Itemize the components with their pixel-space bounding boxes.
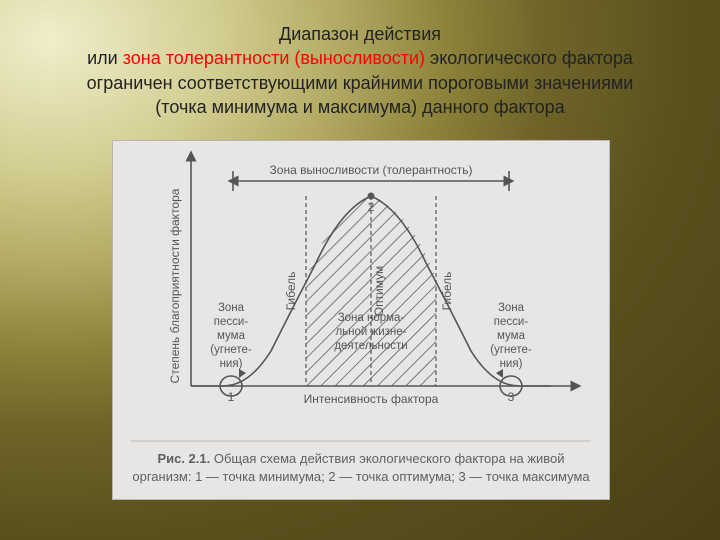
x-label: Интенсивность фактора [304, 392, 439, 406]
optimum-label: Оптимум [372, 266, 386, 317]
slide-background: Диапазон действия или зона толерантности… [0, 0, 720, 540]
death-left: Гибель [284, 272, 298, 311]
title-line1: Диапазон действия [279, 24, 441, 44]
svg-text:мума: мума [217, 330, 246, 342]
death-right: Гибель [440, 272, 454, 311]
tolerance-diagram: Зона выносливости (толерантность) 2 1 3 … [113, 141, 609, 499]
figure-box: Зона выносливости (толерантность) 2 1 3 … [112, 140, 610, 500]
svg-text:мума: мума [497, 330, 526, 342]
svg-text:песси-: песси- [214, 316, 249, 328]
svg-text:ния): ния) [500, 358, 523, 370]
center-l3: деятельности [334, 340, 407, 352]
svg-text:(угнете-: (угнете- [490, 344, 532, 356]
svg-text:песси-: песси- [494, 316, 529, 328]
title-line3: ограничен соответствующими крайними поро… [87, 73, 634, 93]
svg-text:ния): ния) [220, 358, 243, 370]
slide-title: Диапазон действия или зона толерантности… [0, 22, 720, 119]
pt1-label: 1 [228, 390, 235, 404]
fig-caption-l1: Рис. 2.1. Общая схема действия экологиче… [157, 451, 564, 466]
y-label: Степень благоприятности фактора [168, 188, 182, 383]
center-l1: Зона норма- [338, 312, 405, 324]
title-line4: (точка минимума и максимума) данного фак… [155, 97, 564, 117]
svg-text:(угнете-: (угнете- [210, 344, 252, 356]
svg-text:Зона: Зона [498, 302, 525, 314]
fig-caption-l2: организм: 1 — точка минимума; 2 — точка … [132, 469, 590, 484]
svg-text:Зона: Зона [218, 302, 245, 314]
title-highlight: зона толерантности (выносливости) [123, 48, 430, 68]
title-line2c: экологического фактора [430, 48, 633, 68]
top-label: Зона выносливости (толерантность) [270, 163, 473, 177]
center-l2: льной жизне- [335, 326, 406, 338]
title-line2a: или [87, 48, 123, 68]
pt2-label: 2 [368, 200, 375, 214]
pt3-label: 3 [508, 390, 515, 404]
point-2 [368, 193, 375, 200]
